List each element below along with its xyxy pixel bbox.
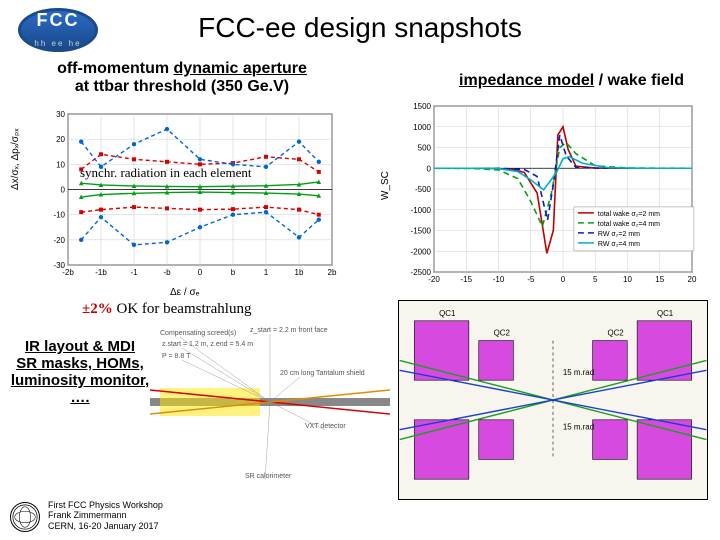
svg-text:20 cm long Tantalum shield: 20 cm long Tantalum shield [280,370,365,377]
svg-text:-10: -10 [493,275,505,284]
left-subtitle: off-momentum dynamic aperture at ttbar t… [22,60,342,96]
svg-text:0: 0 [61,186,66,195]
svg-text:10: 10 [623,275,632,284]
left-chart-ylabel: Δx/σₓ, Δpₓ/σₚₓ [10,128,21,190]
footer-text: First FCC Physics Workshop Frank Zimmerm… [48,500,163,532]
svg-text:1: 1 [264,268,269,277]
dynamic-aperture-chart: -30-20-100102030-2b-1b-1-b0b11b2b [40,108,340,283]
svg-text:b: b [231,268,236,277]
left-chart-xlabel: Δε / σₑ [170,287,199,298]
svg-text:5: 5 [593,275,598,284]
left-chart-inner-note: synchr. radiation in each element [80,165,251,181]
svg-text:15 m.rad: 15 m.rad [563,368,594,377]
svg-text:1000: 1000 [413,123,431,132]
right-subtitle: impedance model / wake field [459,72,684,90]
crossing-scheme-diagram: 15 m.rad 15 m.rad QC1 QC1 QC2 QC2 [398,300,708,500]
svg-text:total wake σ₂=2 mm: total wake σ₂=2 mm [598,211,660,218]
svg-text:-1500: -1500 [411,227,432,236]
svg-text:0: 0 [561,275,566,284]
svg-text:P = 8.8 T: P = 8.8 T [162,353,191,360]
svg-text:2b: 2b [328,268,337,277]
svg-text:RW σ₂=4 mm: RW σ₂=4 mm [598,241,640,248]
svg-text:10: 10 [56,160,65,169]
svg-text:QC2: QC2 [607,329,623,338]
svg-text:-1000: -1000 [411,206,432,215]
svg-text:-500: -500 [415,185,432,194]
svg-text:QC1: QC1 [657,309,674,318]
left-chart-bottom-note: ±2% OK for beamstrahlung [82,301,251,318]
svg-text:0: 0 [427,164,432,173]
svg-text:SR calorimeter: SR calorimeter [245,473,292,480]
svg-text:-20: -20 [53,236,65,245]
svg-text:-b: -b [163,268,171,277]
svg-text:VXT detector: VXT detector [305,423,346,430]
svg-text:-1: -1 [130,268,138,277]
svg-text:-20: -20 [428,275,440,284]
svg-text:-15: -15 [460,275,472,284]
svg-text:-2b: -2b [62,268,74,277]
svg-text:20: 20 [688,275,697,284]
svg-text:z_start = 2.2 m front face: z_start = 2.2 m front face [250,327,328,334]
impedance-chart: -2500-2000-1500-1000-500050010001500-20-… [400,100,700,290]
svg-text:RW σ₂=2 mm: RW σ₂=2 mm [598,231,640,238]
svg-text:-1b: -1b [95,268,107,277]
svg-text:-10: -10 [53,211,65,220]
svg-text:total wake σ₂=4 mm: total wake σ₂=4 mm [598,221,660,228]
svg-text:15 m.rad: 15 m.rad [563,423,594,432]
svg-text:0: 0 [198,268,203,277]
right-chart-ylabel: W_SC [380,171,391,200]
svg-text:Compensating screed(s): Compensating screed(s) [160,330,236,337]
svg-text:z.start = 1.2 m, z.end = 5.4 m: z.start = 1.2 m, z.end = 5.4 m [162,341,253,348]
svg-text:-5: -5 [527,275,535,284]
svg-text:1b: 1b [295,268,304,277]
svg-text:QC2: QC2 [494,329,510,338]
page-title: FCC-ee design snapshots [0,12,720,44]
ir-layout-diagram: Compensating screed(s) z.start = 1.2 m, z… [150,320,390,490]
svg-text:1500: 1500 [413,102,431,111]
cern-logo-icon [10,502,40,532]
svg-text:QC1: QC1 [439,309,456,318]
ir-layout-text: IR layout & MDI SR masks, HOMs, luminosi… [10,338,150,406]
svg-text:20: 20 [56,135,65,144]
svg-text:500: 500 [418,144,432,153]
svg-text:30: 30 [56,110,65,119]
svg-text:-2000: -2000 [411,247,432,256]
svg-text:15: 15 [655,275,664,284]
